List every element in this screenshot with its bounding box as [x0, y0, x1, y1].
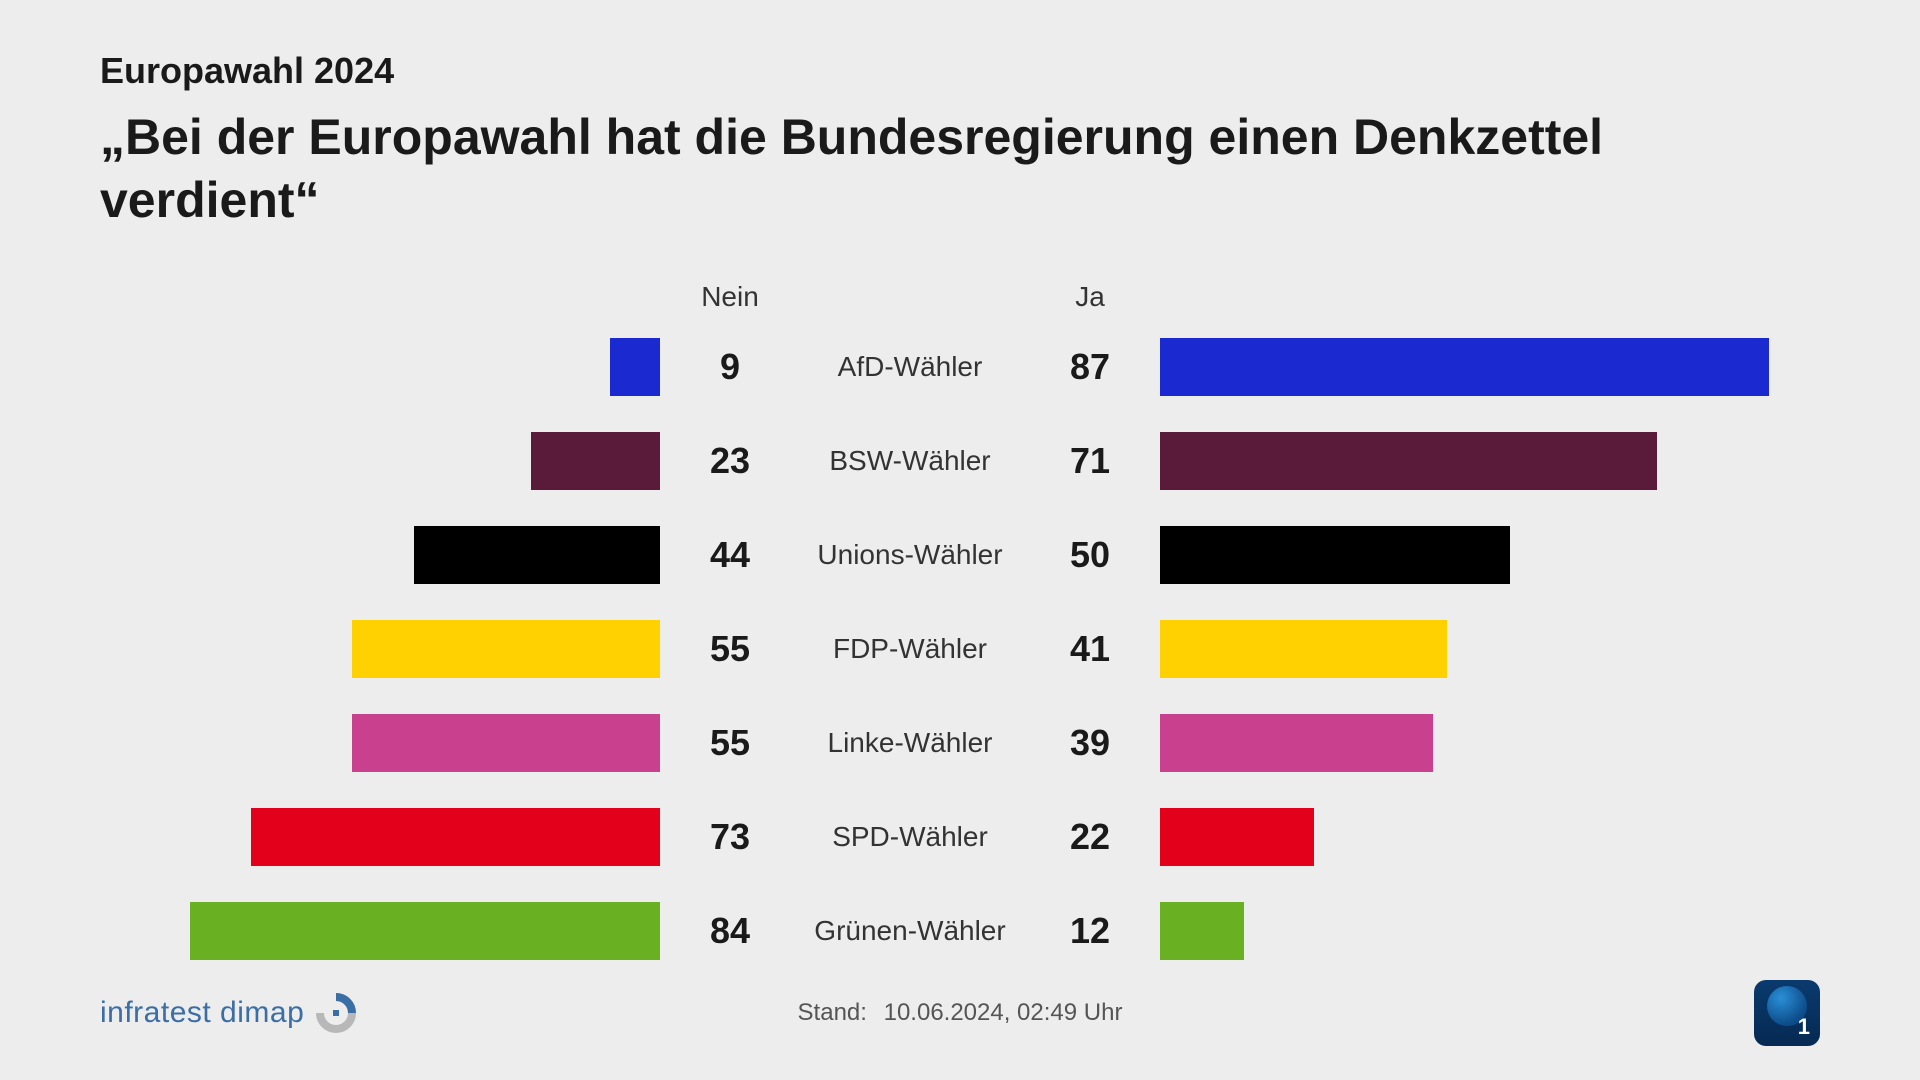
party-label: SPD-Wähler: [800, 821, 1020, 853]
party-label: Linke-Wähler: [800, 727, 1020, 759]
party-label: Grünen-Wähler: [800, 915, 1020, 947]
value-nein: 23: [660, 440, 800, 482]
timestamp-value: 10.06.2024, 02:49 Uhr: [884, 999, 1123, 1026]
timestamp-label: Stand:: [798, 999, 867, 1026]
right-column-header: Ja: [1020, 281, 1160, 313]
column-headers: Nein Ja: [100, 281, 1820, 313]
bar-nein: [352, 714, 660, 772]
chart-row: 73SPD-Wähler22: [100, 801, 1820, 873]
chart-row: 84Grünen-Wähler12: [100, 895, 1820, 967]
value-nein: 9: [660, 346, 800, 388]
chart-row: 44Unions-Wähler50: [100, 519, 1820, 591]
bar-ja: [1160, 338, 1769, 396]
value-ja: 87: [1020, 346, 1160, 388]
party-label: BSW-Wähler: [800, 445, 1020, 477]
bar-nein: [610, 338, 660, 396]
value-ja: 50: [1020, 534, 1160, 576]
headline: „Bei der Europawahl hat die Bundesregier…: [100, 106, 1800, 231]
source-name: infratest dimap: [100, 996, 304, 1030]
value-ja: 39: [1020, 722, 1160, 764]
bar-nein: [414, 526, 660, 584]
value-ja: 12: [1020, 910, 1160, 952]
bar-ja: [1160, 620, 1447, 678]
broadcaster-mark: 1: [1798, 1014, 1810, 1040]
value-nein: 84: [660, 910, 800, 952]
bar-ja: [1160, 902, 1244, 960]
timestamp: Stand: 10.06.2024, 02:49 Uhr: [798, 999, 1123, 1027]
diverging-bar-chart: Nein Ja 9AfD-Wähler87 23BSW-Wähler71 44Uni…: [100, 281, 1820, 967]
supertitle: Europawahl 2024: [100, 50, 1820, 92]
footer: infratest dimap Stand: 10.06.2024, 02:49…: [0, 980, 1920, 1046]
value-nein: 73: [660, 816, 800, 858]
bar-nein: [531, 432, 660, 490]
bar-nein: [352, 620, 660, 678]
bar-ja: [1160, 714, 1433, 772]
bar-nein: [190, 902, 660, 960]
broadcaster-logo: 1: [1754, 980, 1820, 1046]
party-label: FDP-Wähler: [800, 633, 1020, 665]
chart-row: 55FDP-Wähler41: [100, 613, 1820, 685]
chart-row: 9AfD-Wähler87: [100, 331, 1820, 403]
value-ja: 41: [1020, 628, 1160, 670]
chart-row: 55Linke-Wähler39: [100, 707, 1820, 779]
left-column-header: Nein: [660, 281, 800, 313]
value-nein: 44: [660, 534, 800, 576]
value-ja: 22: [1020, 816, 1160, 858]
bar-ja: [1160, 526, 1510, 584]
value-nein: 55: [660, 722, 800, 764]
value-ja: 71: [1020, 440, 1160, 482]
source-icon: [314, 991, 358, 1035]
chart-row: 23BSW-Wähler71: [100, 425, 1820, 497]
bar-nein: [251, 808, 660, 866]
bar-ja: [1160, 432, 1657, 490]
party-label: Unions-Wähler: [800, 539, 1020, 571]
bar-ja: [1160, 808, 1314, 866]
value-nein: 55: [660, 628, 800, 670]
source-logo: infratest dimap: [100, 991, 358, 1035]
party-label: AfD-Wähler: [800, 351, 1020, 383]
